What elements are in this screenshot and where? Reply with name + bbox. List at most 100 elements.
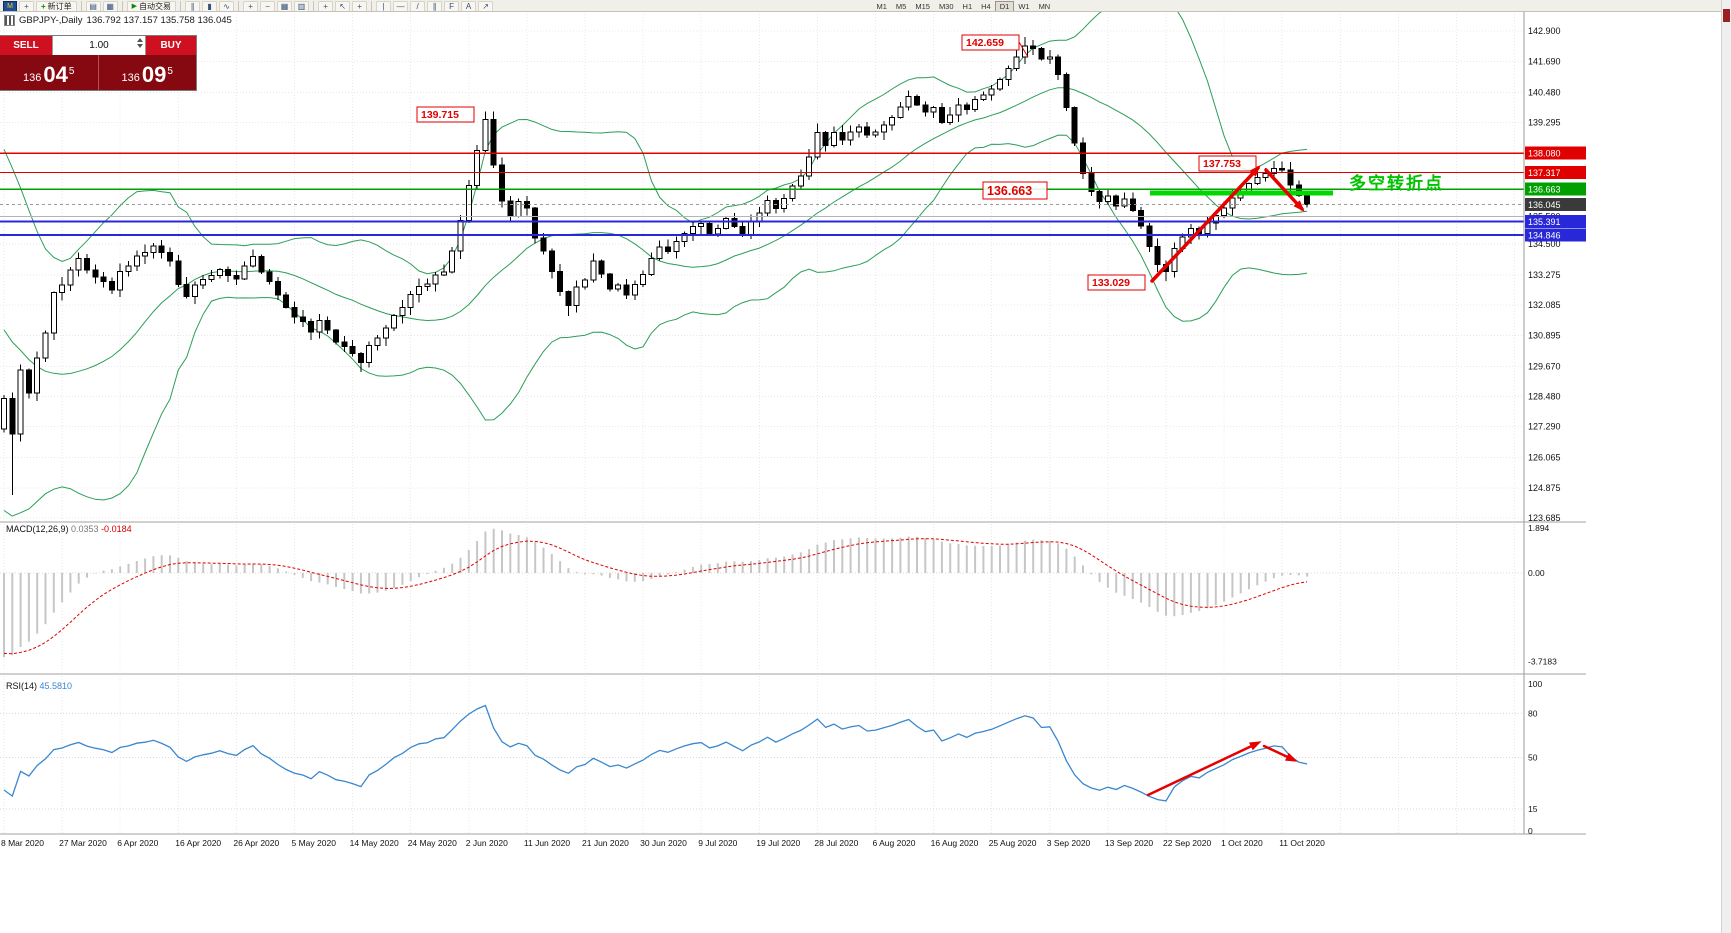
tf-mn[interactable]: MN [1038, 2, 1051, 11]
toolbar-separator [121, 1, 123, 11]
macd-axis-label: 0.00 [1528, 568, 1545, 578]
date-label: 14 May 2020 [350, 838, 399, 848]
price-badge: 136.663 [1528, 185, 1561, 195]
cn-annotation[interactable]: 多空转折点 [1349, 173, 1444, 193]
date-label: 16 Apr 2020 [175, 838, 221, 848]
date-label: 19 Jul 2020 [756, 838, 800, 848]
cascade-windows-icon[interactable]: ▥ [294, 1, 310, 11]
trend-arrow-head [1249, 741, 1262, 751]
cursor-icon[interactable]: ↖ [335, 1, 351, 11]
trend-arrow[interactable] [1150, 166, 1260, 283]
horizontal-line-icon[interactable]: — [393, 1, 409, 11]
mt-logo: M [3, 1, 17, 11]
ask-price[interactable]: 136 09 5 [99, 55, 197, 90]
volume-down-icon[interactable] [137, 44, 143, 48]
date-label: 13 Sep 2020 [1105, 838, 1153, 848]
channel-icon[interactable]: ∥ [427, 1, 443, 11]
time-axis[interactable]: 8 Mar 2020 27 Mar 2020 6 Apr 2020 16 Apr 20… [1, 838, 1325, 848]
macd-label: MACD(12,26,9) 0.0353 -0.0184 [6, 524, 132, 534]
new-chart-icon[interactable]: + [19, 1, 34, 11]
macd-signal-line [3, 538, 1308, 655]
tf-h4[interactable]: H4 [981, 2, 991, 11]
date-label: 1 Oct 2020 [1221, 838, 1263, 848]
fibonacci-icon[interactable]: F [444, 1, 460, 11]
vertical-line-icon[interactable]: | [376, 1, 392, 11]
date-label: 27 Mar 2020 [59, 838, 107, 848]
toolbar-separator [313, 1, 315, 11]
price-callout-box[interactable] [416, 106, 475, 123]
trend-arrow-head [1285, 752, 1298, 762]
chart-symbol: GBPJPY-,Daily [19, 15, 83, 26]
tf-h1[interactable]: H1 [962, 2, 973, 11]
bid-big-figure: 136 [23, 72, 42, 84]
price-callout-box[interactable] [1087, 274, 1146, 291]
price-badge: 135.391 [1528, 217, 1561, 227]
rsi-axis-label: 80 [1528, 708, 1538, 718]
scrollbar-thumb[interactable] [1723, 9, 1730, 22]
macd-axis-label: 1.894 [1528, 523, 1550, 533]
ask-pips: 09 [141, 62, 167, 87]
volume-stepper[interactable] [137, 38, 143, 48]
zoom-out-icon[interactable]: − [260, 1, 276, 11]
line-chart-icon[interactable]: ∿ [219, 1, 235, 11]
date-label: 5 May 2020 [292, 838, 337, 848]
date-label: 25 Aug 2020 [989, 838, 1037, 848]
tf-m5[interactable]: M5 [895, 2, 907, 11]
price-callout-box[interactable] [1198, 155, 1257, 172]
top-toolbar: M + + 新订单 ▤ ▦ ▶ 自动交易 ∥ ▮ ∿ + − ▦ ▥ + ↖ + | — / ∥ F A ↗ M1 M5 M15 M30… [0, 0, 1731, 12]
rsi-line [3, 704, 1308, 802]
volume-up-icon[interactable] [137, 38, 143, 42]
price-callout-box[interactable] [982, 181, 1048, 200]
trend-arrow[interactable] [1264, 168, 1304, 211]
price-axis[interactable]: 142.900141.690140.480139.295135.590134.5… [0, 12, 1586, 835]
date-label: 28 Jul 2020 [814, 838, 858, 848]
bar-chart-icon[interactable]: ∥ [185, 1, 201, 11]
price-axis-label: 123.685 [1528, 513, 1561, 523]
price-axis-label: 132.085 [1528, 300, 1561, 310]
zoom-in-icon[interactable]: + [243, 1, 259, 11]
tf-d1[interactable]: D1 [995, 1, 1014, 11]
date-label: 22 Sep 2020 [1163, 838, 1211, 848]
price-badge: 136.045 [1528, 200, 1561, 210]
tile-windows-icon[interactable]: ▦ [277, 1, 293, 11]
auto-trading-button[interactable]: ▶ 自动交易 [126, 1, 177, 11]
tf-m30[interactable]: M30 [938, 2, 954, 11]
profiles-icon[interactable]: ▤ [85, 1, 101, 11]
arrow-icon[interactable]: ↗ [478, 1, 494, 11]
tf-w1[interactable]: W1 [1018, 2, 1030, 11]
price-axis-label: 129.670 [1528, 361, 1561, 371]
trendline-icon[interactable]: / [410, 1, 426, 11]
price-callout-box[interactable] [961, 34, 1020, 51]
window-icon[interactable]: ▦ [102, 1, 118, 11]
chart-ohlc: 136.792 137.157 135.758 136.045 [86, 15, 232, 26]
horizontal-lines[interactable] [0, 152, 1524, 237]
date-label: 11 Jun 2020 [524, 838, 570, 848]
toolbar-separator [371, 1, 373, 11]
buy-button[interactable]: BUY [146, 36, 196, 55]
price-axis-label: 140.480 [1528, 87, 1561, 97]
trend-arrow[interactable] [1146, 741, 1260, 797]
rsi-axis-label: 0 [1528, 826, 1533, 836]
toolbar-separator [80, 1, 82, 11]
indicators-icon[interactable]: + [318, 1, 334, 11]
price-badge: 137.317 [1528, 168, 1561, 178]
price-callout-text: 136.663 [987, 184, 1032, 198]
price-divider [97, 55, 99, 90]
date-label: 6 Aug 2020 [873, 838, 916, 848]
grid [0, 14, 1524, 833]
vertical-scrollbar[interactable] [1721, 0, 1731, 933]
tf-m15[interactable]: M15 [915, 2, 930, 11]
crosshair-icon[interactable]: + [352, 1, 368, 11]
new-order-button[interactable]: + 新订单 [36, 1, 77, 11]
date-label: 26 Apr 2020 [233, 838, 279, 848]
annotations[interactable]: 142.659 139.715 137.753 136.663 133.029 多空转折点 [416, 34, 1444, 797]
bid-price[interactable]: 136 04 5 [0, 55, 98, 90]
text-icon[interactable]: A [461, 1, 477, 11]
timeframe-toolbar: M1 M5 M15 M30 H1 H4 D1 W1 MN [872, 1, 1055, 11]
tf-m1[interactable]: M1 [876, 2, 887, 11]
price-axis-label: 127.290 [1528, 422, 1561, 432]
volume-input[interactable]: 1.00 [52, 36, 146, 55]
candlestick-chart-icon[interactable]: ▮ [202, 1, 218, 11]
sell-button[interactable]: SELL [0, 36, 52, 55]
